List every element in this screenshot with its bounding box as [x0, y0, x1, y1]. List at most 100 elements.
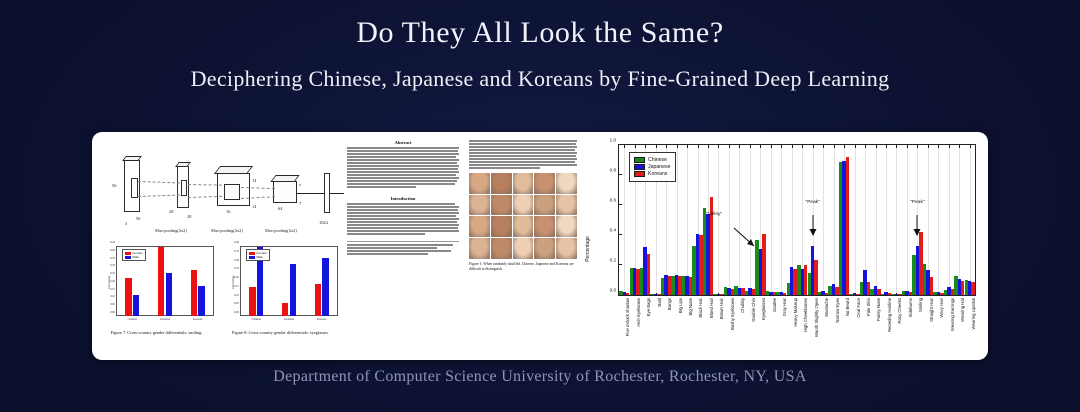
mini-bar — [282, 302, 289, 316]
chart-bar-group — [807, 145, 818, 295]
chart-x-label: High Cheekbones — [803, 298, 809, 333]
chart-bar — [695, 234, 700, 295]
chart-bar — [835, 286, 839, 295]
chart-x-label: Wearing Lipstick — [970, 298, 976, 330]
chart-x-tick-mark-top — [938, 145, 940, 148]
chart-x-tick-mark-top — [948, 145, 950, 148]
figure7-legend-label-female: Female — [132, 251, 143, 255]
text-line — [347, 209, 458, 211]
poster-column-architecture: 56 56 3 28 28 14 14 16 7 7 64 10 — [92, 132, 344, 360]
text-line — [347, 171, 459, 173]
mini-y-tick: 0.30 — [233, 257, 239, 262]
chart-bar — [947, 286, 951, 295]
chart-x-tick-mark — [896, 292, 898, 295]
figure7-legend-swatch-male — [125, 255, 131, 259]
legend-label-japanese: Japanese — [648, 163, 671, 170]
chart-bar-group — [681, 145, 693, 295]
chart-bar-group — [891, 145, 902, 295]
chart-bar — [678, 276, 682, 295]
chart-gridline — [886, 145, 887, 295]
chart-x-label: Bushy Eyebrows — [729, 298, 735, 331]
text-line — [469, 155, 576, 157]
mini-y-tick: 0.35 — [233, 248, 239, 253]
text-line — [347, 156, 456, 158]
chart-x-tick-mark-top — [865, 145, 867, 148]
chart-bar — [692, 245, 696, 295]
abstract-body — [347, 147, 459, 188]
mini-bar — [165, 273, 172, 316]
chart-y-tick-mark — [619, 204, 622, 205]
diag-label-28a: 28 — [169, 209, 174, 214]
mini-x-tick: Japanese — [283, 317, 295, 321]
chart-x-tick-mark-top — [634, 145, 636, 148]
text-line — [469, 140, 577, 142]
chart-bar — [619, 291, 623, 295]
chart-bar — [643, 247, 647, 295]
text-line — [347, 165, 459, 167]
face-thumbnail — [534, 194, 556, 216]
chart-x-label: Pale Skin — [866, 298, 872, 317]
diag-label-28b: 28 — [187, 214, 192, 219]
chart-bar — [786, 283, 791, 295]
face-thumbnail — [490, 216, 512, 238]
chart-bar — [838, 161, 843, 295]
cnn-architecture-diagram: 56 56 3 28 28 14 14 16 7 7 64 10 — [98, 138, 344, 242]
text-line — [347, 168, 458, 170]
chart-bar — [688, 277, 693, 295]
chart-x-tick-mark-top — [791, 145, 793, 148]
chart-x-tick-mark-top — [917, 145, 919, 148]
mini-y-tick: 0.45 — [109, 240, 115, 244]
chart-gridline — [854, 145, 856, 295]
chart-x-label: Smiling — [918, 298, 924, 313]
chart-bar — [685, 275, 689, 295]
chart-bar — [709, 196, 714, 295]
text-line — [347, 243, 454, 246]
chart-bar-group — [964, 145, 975, 295]
chart-bar — [779, 292, 783, 295]
chart-bar — [667, 275, 672, 295]
chart-bar-group — [692, 145, 703, 295]
chart-bar — [622, 292, 626, 295]
chart-x-tick-mark-top — [812, 145, 814, 148]
chart-x-tick-mark-top — [844, 145, 846, 148]
chart-bar — [751, 288, 756, 295]
chart-y-tick-mark — [619, 264, 622, 265]
chart-y-tick-mark — [619, 174, 622, 175]
chart-bar — [842, 160, 846, 295]
chart-x-tick-mark — [718, 292, 720, 295]
chart-gridline — [697, 145, 699, 295]
figure8-legend-swatch-female — [249, 251, 255, 255]
chart-y-tick-label: 0.0 — [609, 287, 616, 293]
chart-bar — [912, 254, 916, 295]
poster-column-chart: Percentage 0.0 0.2 0.4 0.6 0.8 1.0 Five o'clo… — [582, 132, 988, 360]
mini-bar — [289, 263, 296, 316]
text-line — [347, 203, 455, 205]
text-line — [347, 150, 458, 152]
mini-y-tick: 0.00 — [233, 310, 239, 314]
chart-bar-group — [723, 145, 735, 295]
figure7-legend: Female Male — [122, 249, 146, 261]
legend-swatch-japanese — [634, 163, 645, 170]
diag-label-64: 64 — [278, 206, 283, 211]
legend-label-koreans: Koreans — [648, 171, 668, 178]
chart-bar — [950, 289, 954, 295]
chart-bar — [915, 246, 920, 295]
chart-bar — [646, 253, 651, 295]
figure8-legend: Female Male — [246, 249, 270, 261]
chart-x-label: Rosy Cheeks — [897, 298, 903, 324]
diag-label-56b: 56 — [136, 216, 141, 221]
chart-gridline — [865, 145, 867, 295]
text-line — [347, 218, 459, 220]
chart-gridline — [927, 145, 929, 295]
text-line — [469, 146, 577, 148]
figure7: Percentage 0.00 0.05 0.10 0.15 0.20 0.25 0.30 0… — [98, 240, 216, 334]
text-line — [469, 143, 576, 145]
chart-legend: Chinese Japanese Koreans — [629, 152, 676, 182]
mini-bar — [322, 258, 329, 316]
chart-x-tick-mark-top — [697, 145, 699, 148]
chart-bar-group — [702, 145, 714, 295]
text-line — [347, 246, 437, 249]
poster-column-text: Abstract Introduction — [342, 132, 464, 360]
chart-x-tick-mark-top — [906, 145, 908, 148]
diag-label-3: 3 — [125, 221, 128, 226]
